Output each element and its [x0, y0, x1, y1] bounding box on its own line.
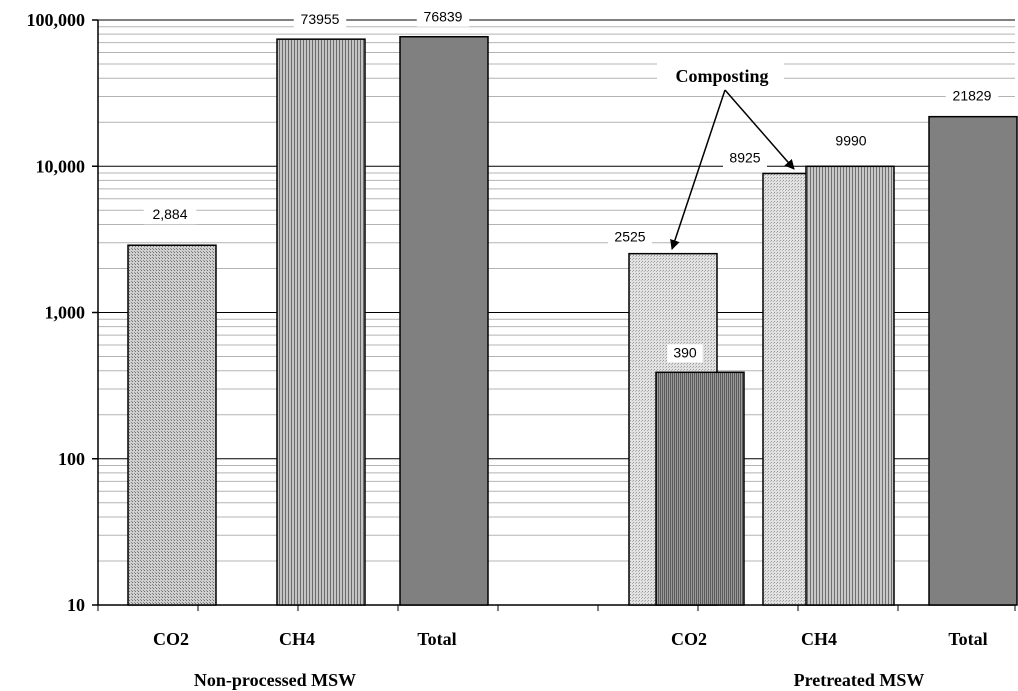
annotation-arrow: [670, 89, 726, 250]
y-tick-label: 100: [58, 449, 85, 469]
y-tick-label: 10: [67, 595, 85, 615]
data-label: 2,884: [152, 206, 187, 222]
x-tick-label: CH4: [279, 629, 315, 649]
bars: [127, 35, 1018, 606]
group-labels: Non-processed MSW Pretreated MSW: [194, 670, 924, 690]
data-label: 76839: [424, 9, 463, 25]
data-label: 390: [673, 344, 697, 360]
data-label-bg: [416, 8, 470, 27]
bar-co2: [127, 244, 217, 606]
bar-total: [399, 35, 489, 606]
bar-ch4: [276, 38, 366, 606]
data-label-bg: [667, 344, 703, 363]
data-label-bg: [829, 132, 873, 151]
data-label-bg: [945, 87, 999, 106]
data-label: 73955: [301, 11, 340, 27]
bar-co2: [655, 371, 745, 606]
data-label-bg: [608, 228, 652, 247]
data-label-bg: [723, 149, 767, 168]
y-tick-labels: 10 100 1,000 10,000 100,000: [27, 10, 86, 615]
x-tick-label: Total: [948, 629, 987, 649]
x-tick-labels: CO2 CH4 Total CO2 CH4 Total: [153, 629, 988, 649]
y-tick-label: 100,000: [27, 10, 86, 30]
data-label-bg: [293, 11, 347, 30]
bar-ch4: [805, 165, 895, 606]
x-tick-label: CO2: [671, 629, 707, 649]
annotation-bg: [657, 63, 784, 87]
x-tick-label: Total: [417, 629, 456, 649]
annotation-text: Composting: [675, 66, 768, 86]
data-label-bg: [143, 206, 197, 225]
y-tick-label: 1,000: [45, 303, 86, 323]
group-label: Non-processed MSW: [194, 670, 356, 690]
data-labels: 2,884 73955 76839 2525 390 8925 9990 21829: [143, 8, 999, 363]
data-label: 9990: [835, 132, 866, 148]
bar-total: [928, 115, 1018, 606]
data-label: 2525: [614, 229, 645, 245]
data-label: 8925: [729, 149, 760, 165]
data-label: 21829: [953, 88, 992, 104]
annotation-arrow: [724, 89, 795, 170]
x-tick-label: CH4: [801, 629, 837, 649]
y-tick-label: 10,000: [36, 156, 86, 176]
x-tick-label: CO2: [153, 629, 189, 649]
group-label: Pretreated MSW: [794, 670, 925, 690]
composting-annotation: Composting: [657, 63, 795, 250]
